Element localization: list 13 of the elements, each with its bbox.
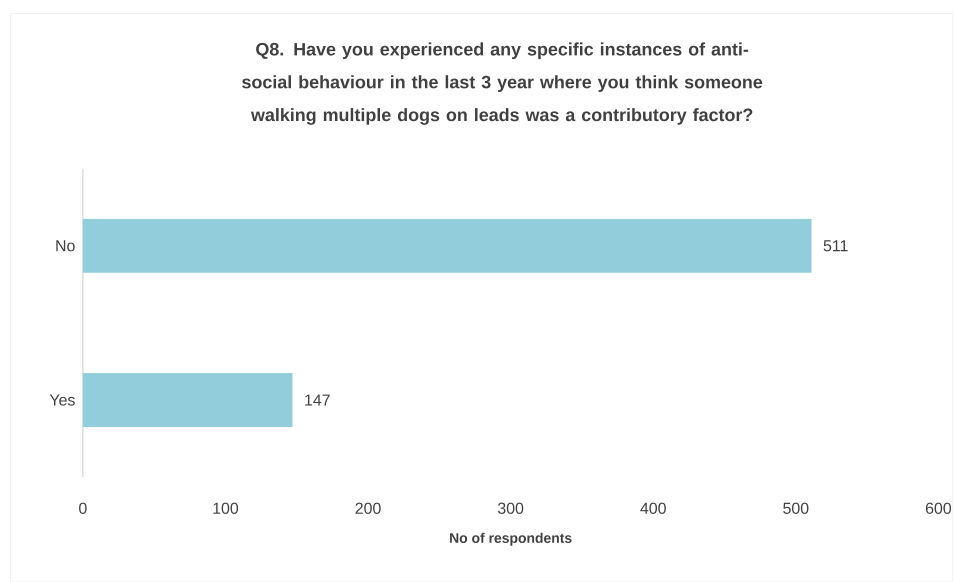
x-tick-label: 600 <box>926 502 952 514</box>
chart-title: Q8. Have you experienced any specific instances of anti-social behaviour in the last 3 year where you think someone walking multiple dogs on leads was a contributory factor? <box>242 42 762 125</box>
x-tick-label: 0 <box>79 502 87 514</box>
y-tick-label: Yes <box>50 394 75 406</box>
data-label: 147 <box>305 394 330 406</box>
y-tick-label: No <box>56 240 75 252</box>
x-tick-label: 200 <box>356 502 381 514</box>
x-tick-label: 500 <box>783 502 808 514</box>
x-axis-title: No of respondents <box>450 532 572 546</box>
x-tick-label: 400 <box>640 502 666 514</box>
x-tick-label: 100 <box>213 502 238 514</box>
data-label: 511 <box>824 240 848 252</box>
x-tick-label: 300 <box>498 502 524 514</box>
